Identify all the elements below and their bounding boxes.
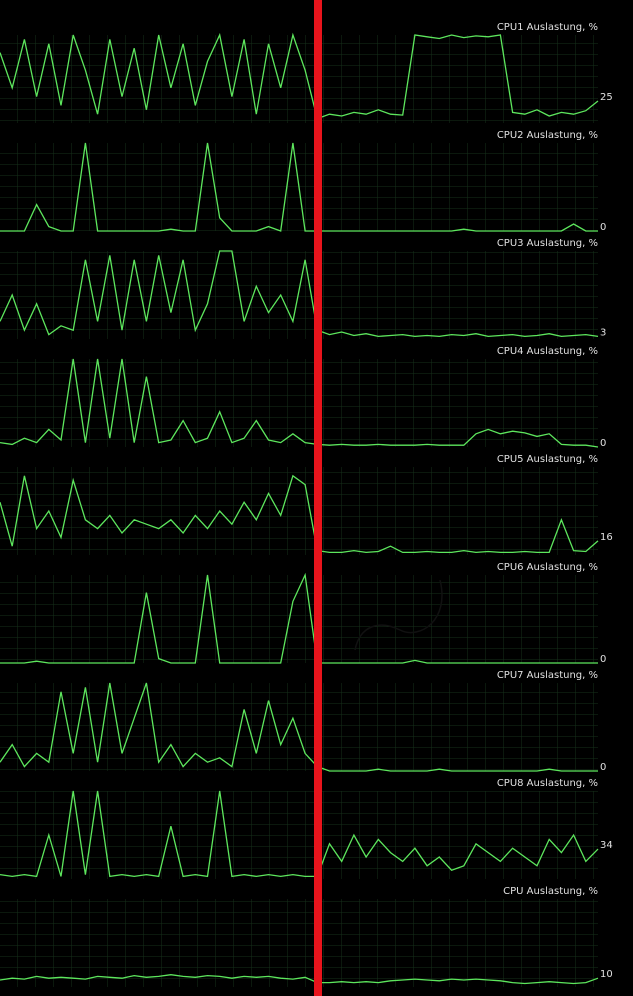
trace: [0, 682, 598, 772]
graph-area: [0, 251, 598, 339]
trace: [0, 142, 598, 232]
graph-area: [0, 467, 598, 555]
current-value: 0: [600, 762, 606, 773]
panel-title: CPU8 Auslastung, %: [497, 778, 598, 789]
current-value: 10: [600, 969, 613, 980]
graph-area: [0, 791, 598, 879]
panel-title: CPU3 Auslastung, %: [497, 238, 598, 249]
trace: [0, 32, 599, 120]
graph-area: [0, 359, 598, 447]
graph-area: [0, 35, 598, 123]
current-value: 0: [600, 654, 606, 665]
trace: [0, 974, 599, 985]
panel-title: CPU2 Auslastung, %: [497, 130, 598, 141]
current-value: 0: [600, 222, 606, 233]
current-value: 0: [600, 438, 606, 449]
trace: [0, 358, 599, 448]
graph-area: [0, 899, 598, 987]
current-value: 16: [600, 532, 613, 543]
graph-area: [0, 683, 598, 771]
current-value: 25: [600, 92, 613, 103]
current-value: 34: [600, 840, 613, 851]
trace: [0, 474, 599, 554]
panel-title: CPU5 Auslastung, %: [497, 454, 598, 465]
panel-title: CPU1 Auslastung, %: [497, 22, 598, 33]
panel-title: CPU Auslastung, %: [503, 886, 598, 897]
trace: [0, 572, 598, 664]
red-marker: [314, 0, 322, 996]
current-value: 3: [600, 327, 606, 338]
trace: [0, 790, 599, 878]
panel-title: CPU6 Auslastung, %: [497, 562, 598, 573]
panel-title: CPU7 Auslastung, %: [497, 670, 598, 681]
scribble: [354, 579, 443, 651]
trace: [0, 250, 599, 338]
panel-title: CPU4 Auslastung, %: [497, 346, 598, 357]
